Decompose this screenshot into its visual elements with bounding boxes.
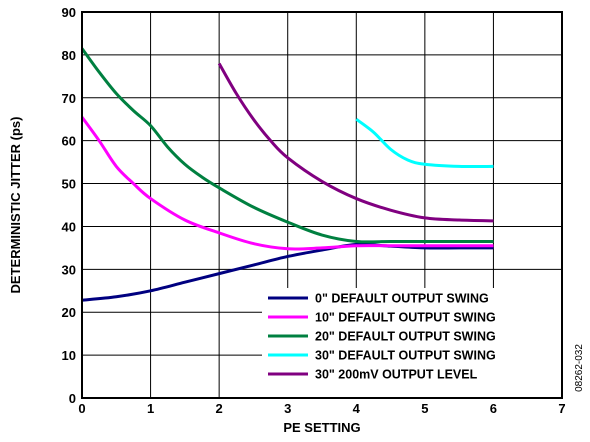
y-axis-title: DETERMINISTIC JITTER (ps) xyxy=(8,117,23,294)
y-tick-label: 40 xyxy=(62,219,76,234)
legend: 0" DEFAULT OUTPUT SWING 10" DEFAULT OUTPU… xyxy=(268,292,496,382)
series-line-2 xyxy=(80,47,494,244)
x-tick-label: 0 xyxy=(78,401,85,416)
x-tick-label: 5 xyxy=(421,401,428,416)
series-line-1 xyxy=(80,116,494,251)
y-tick-label: 20 xyxy=(62,305,76,320)
x-tick-label: 3 xyxy=(284,401,291,416)
x-tick-label: 6 xyxy=(490,401,497,416)
y-tick-label: 80 xyxy=(62,48,76,63)
y-tick-label: 50 xyxy=(62,177,76,192)
y-tick-label: 90 xyxy=(62,5,76,20)
x-tick-label: 2 xyxy=(216,401,223,416)
x-axis-title: PE SETTING xyxy=(283,420,360,435)
x-tick-label: 7 xyxy=(558,401,565,416)
legend-label-3: 30" DEFAULT OUTPUT SWING xyxy=(315,349,496,363)
legend-label-2: 20" DEFAULT OUTPUT SWING xyxy=(315,330,496,344)
series-line-0 xyxy=(81,242,494,302)
y-tick-label: 0 xyxy=(69,391,76,406)
series-line-3 xyxy=(355,118,494,169)
legend-label-1: 10" DEFAULT OUTPUT SWING xyxy=(315,311,496,325)
series-lines xyxy=(80,47,494,302)
legend-label-0: 0" DEFAULT OUTPUT SWING xyxy=(315,292,489,306)
figure-id: 08262-032 xyxy=(574,344,585,392)
series-line-4 xyxy=(217,62,494,223)
x-tick-label: 4 xyxy=(353,401,361,416)
plot-frame xyxy=(81,11,563,399)
y-tick-label: 30 xyxy=(62,262,76,277)
y-tick-label: 60 xyxy=(62,134,76,149)
legend-label-4: 30" 200mV OUTPUT LEVEL xyxy=(315,368,478,382)
y-tick-label: 10 xyxy=(62,348,76,363)
y-tick-label: 70 xyxy=(62,91,76,106)
x-tick-label: 1 xyxy=(147,401,154,416)
